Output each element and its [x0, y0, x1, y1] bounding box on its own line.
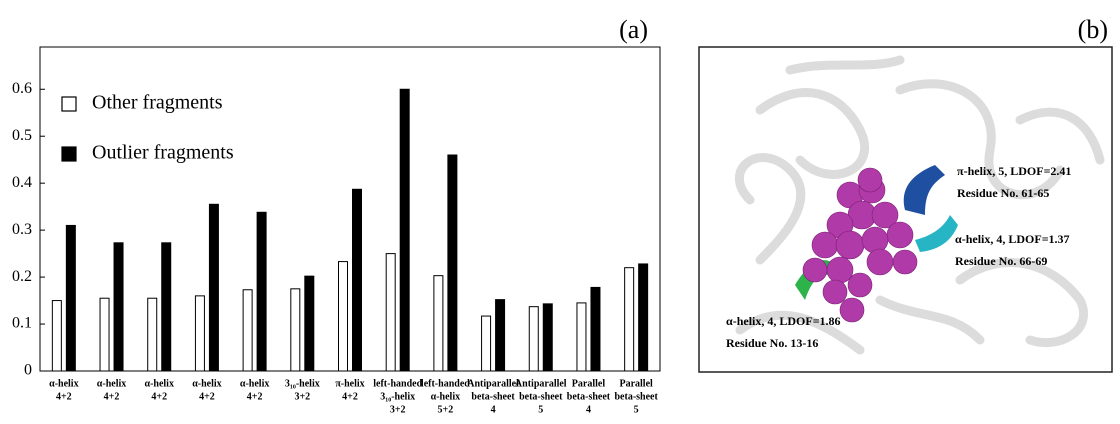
x-tick-label: 5: [538, 404, 543, 415]
y-tick-label: 0.6: [12, 80, 32, 97]
bar: [257, 212, 266, 371]
bar: [482, 316, 491, 371]
x-tick-label: 4+2: [104, 391, 120, 402]
x-tick-label: π-helix: [335, 378, 364, 389]
bar: [243, 290, 252, 371]
x-tick-label: 3₁₀-helix: [380, 391, 415, 402]
structure-annotation: π-helix, 5, LDOF=2.41: [957, 164, 1071, 178]
x-tick-label: 3+2: [390, 404, 406, 415]
x-tick-label: α-helix: [49, 378, 78, 389]
bar: [305, 276, 314, 371]
bar: [209, 204, 218, 371]
x-tick-label: beta-sheet: [519, 391, 563, 402]
x-tick-label: 4+2: [199, 391, 215, 402]
bar: [291, 289, 300, 371]
bar: [114, 243, 123, 371]
bar: [496, 300, 505, 371]
x-tick-label: beta-sheet: [614, 391, 658, 402]
x-tick-label: Parallel: [619, 378, 653, 389]
y-tick-label: 0.5: [12, 127, 32, 144]
legend-label: Other fragments: [92, 92, 223, 114]
y-tick-label: 0.2: [12, 268, 32, 285]
x-tick-label: 4+2: [247, 391, 263, 402]
bar: [625, 268, 634, 371]
x-tick-label: left-handed: [421, 378, 470, 389]
y-tick-label: 0.4: [12, 174, 32, 191]
x-tick-label: 4+2: [342, 391, 358, 402]
structure-annotation: Residue No. 66-69: [955, 254, 1047, 268]
x-tick-label: Antiparallel: [467, 378, 519, 389]
bar: [577, 303, 586, 371]
bar: [195, 296, 204, 371]
structure-annotation: α-helix, 4, LDOF=1.37: [955, 232, 1070, 246]
bar: [66, 225, 75, 371]
x-tick-label: beta-sheet: [567, 391, 611, 402]
x-tick-label: 3₁₀-helix: [285, 378, 320, 389]
bar: [448, 155, 457, 371]
bar: [543, 304, 552, 371]
structure-annotation: α-helix, 4, LDOF=1.86: [726, 314, 841, 328]
bar: [386, 254, 395, 371]
bar: [162, 243, 171, 371]
x-tick-label: 4+2: [151, 391, 167, 402]
x-tick-label: α-helix: [240, 378, 269, 389]
x-tick-label: 3+2: [294, 391, 310, 402]
x-tick-label: 5: [634, 404, 639, 415]
bar: [434, 276, 443, 371]
panel-label: (b): [1078, 15, 1108, 44]
x-tick-label: α-helix: [97, 378, 126, 389]
x-tick-label: 5+2: [438, 404, 454, 415]
bar: [639, 264, 648, 371]
structure-annotation: Residue No. 61-65: [957, 186, 1049, 200]
x-tick-label: beta-sheet: [471, 391, 515, 402]
x-tick-label: Antiparallel: [515, 378, 567, 389]
x-tick-label: α-helix: [431, 391, 460, 402]
bar: [148, 298, 157, 371]
bar: [529, 307, 538, 371]
x-tick-label: 4: [586, 404, 591, 415]
legend-swatch: [62, 147, 76, 161]
y-tick-label: 0.1: [12, 315, 32, 332]
x-tick-label: 4+2: [56, 391, 72, 402]
bar: [400, 89, 409, 371]
x-tick-label: α-helix: [192, 378, 221, 389]
x-tick-label: Parallel: [572, 378, 606, 389]
bar: [52, 301, 61, 371]
structure-annotation: Residue No. 13-16: [726, 336, 818, 350]
bar: [353, 189, 362, 371]
x-tick-label: left-handed: [373, 378, 422, 389]
legend-label: Outlier fragments: [92, 142, 234, 164]
bar: [591, 287, 600, 371]
bar: [339, 262, 348, 371]
page: (a) (b) 0 0.1 0.2 0.3 0.4 0.5 0.6 α-helix 4+2 α-h…: [0, 0, 1120, 424]
y-tick-label: 0: [24, 362, 32, 379]
figure: (a) (b) 0 0.1 0.2 0.3 0.4 0.5 0.6 α-helix 4+2 α-h…: [0, 0, 1120, 424]
y-tick-label: 0.3: [12, 221, 32, 238]
legend-swatch: [62, 97, 76, 111]
x-tick-label: α-helix: [144, 378, 173, 389]
bar: [100, 298, 109, 371]
panel-label: (a): [619, 15, 648, 44]
x-tick-label: 4: [491, 404, 496, 415]
